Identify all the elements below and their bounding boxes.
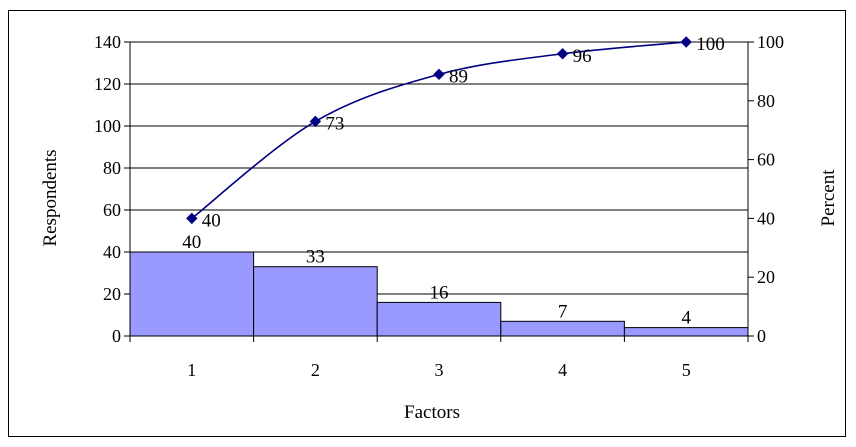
y2-axis-title: Percent bbox=[818, 169, 839, 227]
axes: 0 20 40 60 80 100 120 140 0 20 40 60 80 100 1 2 3 4 5 bbox=[94, 32, 784, 380]
line-data-label-1: 40 bbox=[202, 210, 221, 231]
y-axis-title: Respondents bbox=[40, 149, 61, 246]
chart-frame bbox=[8, 10, 846, 437]
y-tick-label-80: 80 bbox=[103, 158, 121, 178]
line-data-label-4: 96 bbox=[573, 46, 592, 67]
bar-2 bbox=[253, 266, 378, 337]
bar-data-label-1: 40 bbox=[182, 232, 201, 253]
y2-tick-label-100: 100 bbox=[757, 32, 784, 52]
bars bbox=[129, 251, 749, 337]
line-data-label-2: 73 bbox=[325, 113, 344, 134]
cumulative-line-path bbox=[191, 41, 687, 220]
x-tick-label-5: 5 bbox=[682, 360, 691, 380]
y2-tick-label-60: 60 bbox=[757, 150, 775, 170]
line-marker-4 bbox=[556, 48, 569, 60]
y2-tick-label-0: 0 bbox=[757, 326, 766, 346]
x-axis-title: Factors bbox=[404, 402, 460, 423]
bar-data-label-5: 4 bbox=[681, 308, 691, 329]
line-marker-2 bbox=[309, 115, 322, 128]
y-tick-label-60: 60 bbox=[103, 200, 121, 220]
data-labels: 40 73 89 96 100 40 33 16 7 4 bbox=[182, 34, 724, 329]
y-tick-label-40: 40 bbox=[103, 242, 121, 262]
line-data-label-5: 100 bbox=[696, 34, 725, 55]
bar-data-label-3: 16 bbox=[430, 282, 449, 303]
cumulative-line bbox=[186, 36, 692, 225]
y-tick-label-100: 100 bbox=[94, 116, 121, 136]
line-data-label-3: 89 bbox=[449, 66, 468, 87]
bar-1 bbox=[129, 251, 255, 337]
x-tick-label-4: 4 bbox=[558, 360, 567, 380]
bar-data-label-2: 33 bbox=[306, 247, 325, 268]
y2-tick-label-20: 20 bbox=[757, 267, 775, 287]
line-marker-1 bbox=[186, 212, 198, 225]
bar-3 bbox=[376, 301, 502, 337]
y-tick-label-140: 140 bbox=[94, 32, 121, 52]
y2-tick-label-80: 80 bbox=[757, 91, 775, 111]
y-tick-label-20: 20 bbox=[103, 284, 121, 304]
x-tick-label-1: 1 bbox=[187, 360, 196, 380]
line-marker-5 bbox=[680, 36, 692, 48]
y-tick-label-120: 120 bbox=[94, 74, 121, 94]
y2-tick-label-40: 40 bbox=[757, 208, 775, 228]
y-tick-label-0: 0 bbox=[112, 326, 121, 346]
line-marker-3 bbox=[433, 68, 445, 81]
bar-4 bbox=[500, 320, 625, 337]
bar-data-label-4: 7 bbox=[558, 301, 568, 322]
x-tick-label-3: 3 bbox=[435, 360, 444, 380]
x-tick-label-2: 2 bbox=[311, 360, 320, 380]
bar-5 bbox=[623, 327, 749, 337]
